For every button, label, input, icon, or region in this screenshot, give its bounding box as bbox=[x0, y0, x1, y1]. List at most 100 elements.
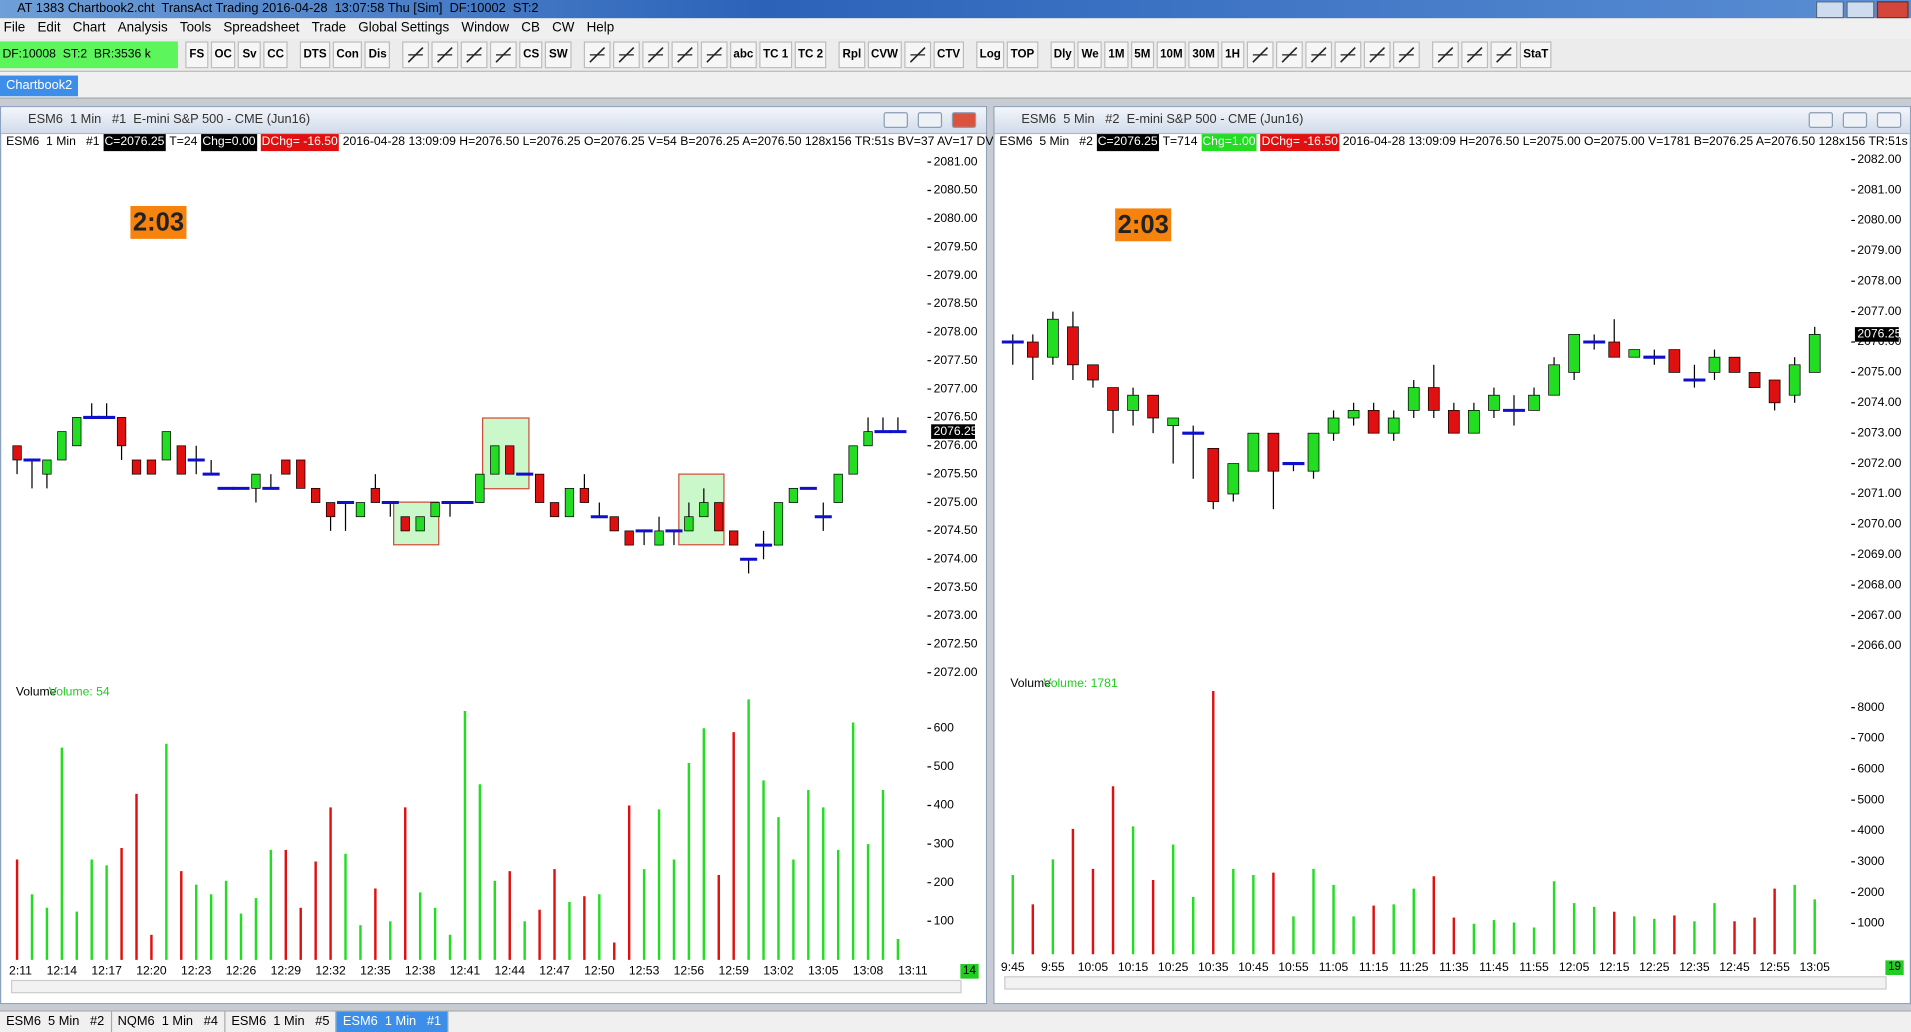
window-controls bbox=[1815, 1, 1909, 19]
menu-item[interactable]: Analysis bbox=[117, 20, 168, 36]
tool-button[interactable]: CTV bbox=[933, 41, 964, 69]
y-tick-label: 2072.00 bbox=[934, 665, 978, 679]
window-tab[interactable]: ESM6 1 Min #1 bbox=[336, 1011, 449, 1032]
change: Chg=0.00 bbox=[201, 134, 257, 152]
close-button[interactable] bbox=[1876, 1, 1909, 19]
close-button[interactable] bbox=[951, 112, 977, 128]
tool-icon[interactable] bbox=[1490, 41, 1518, 69]
y-tick-label: 2080.00 bbox=[1857, 213, 1901, 227]
tool-button[interactable]: 30M bbox=[1188, 41, 1219, 69]
menu-item[interactable]: Help bbox=[586, 20, 615, 36]
tool-icon[interactable] bbox=[671, 41, 699, 69]
tool-button[interactable]: Sv bbox=[237, 41, 262, 69]
chart-group: 2066.00 2067.00 2068.00 2069.00 2070.00 2071.… bbox=[1001, 152, 1902, 974]
tool-button[interactable]: 1H bbox=[1221, 41, 1245, 69]
x-tick-label: 12:29 bbox=[271, 964, 302, 978]
tool-icon[interactable] bbox=[1305, 41, 1332, 69]
restore-button[interactable] bbox=[1842, 112, 1868, 128]
tool-button[interactable]: DTS bbox=[299, 41, 331, 69]
minimize-button[interactable] bbox=[1815, 1, 1844, 19]
tool-icon[interactable] bbox=[1431, 41, 1459, 69]
menu-item[interactable]: Spreadsheet bbox=[223, 20, 300, 36]
tool-button[interactable]: CVW bbox=[867, 41, 902, 69]
tool-icon[interactable] bbox=[583, 41, 611, 69]
tool-button[interactable]: We bbox=[1077, 41, 1103, 69]
minimize-button[interactable] bbox=[883, 112, 908, 128]
tool-button[interactable]: abc bbox=[729, 41, 758, 69]
tool-icon[interactable] bbox=[904, 41, 931, 69]
maximize-button[interactable] bbox=[1846, 1, 1874, 19]
candle-body bbox=[699, 502, 709, 518]
candle-body bbox=[251, 473, 261, 489]
tool-button[interactable]: TC 1 bbox=[759, 41, 792, 69]
chart-window: ESM6 5 Min #2 E-mini S&P 500 - CME (Jun1… bbox=[993, 106, 1911, 1005]
close-button[interactable] bbox=[1876, 112, 1902, 128]
tool-icon[interactable] bbox=[1363, 41, 1391, 69]
y-tick-label: 2082.00 bbox=[1857, 152, 1901, 166]
menu-item[interactable]: Global Settings bbox=[358, 20, 450, 36]
tool-button[interactable]: 1M bbox=[1104, 41, 1129, 69]
x-tick-label: 9:45 bbox=[1001, 960, 1025, 974]
menu-item[interactable]: CW bbox=[552, 20, 575, 36]
volume-tick-label: 500 bbox=[934, 759, 955, 773]
x-tick-label: 12:11 bbox=[2, 964, 32, 978]
window-tab[interactable]: ESM6 1 Min #5 bbox=[225, 1011, 337, 1032]
tool-button[interactable]: SW bbox=[545, 41, 572, 69]
x-tick-label: 12:32 bbox=[315, 964, 346, 978]
menu-item[interactable]: Edit bbox=[37, 20, 61, 36]
tool-icon[interactable] bbox=[402, 41, 430, 69]
y-tick-label: 2080.00 bbox=[934, 211, 978, 225]
x-tick-label: 12:35 bbox=[1679, 960, 1710, 974]
scrollbar[interactable] bbox=[10, 979, 962, 994]
tool-button[interactable]: Rpl bbox=[838, 41, 865, 69]
tool-button[interactable]: FS bbox=[185, 41, 209, 69]
menu-item[interactable]: CB bbox=[521, 20, 540, 36]
tool-icon[interactable] bbox=[431, 41, 459, 69]
tool-button[interactable]: StaT bbox=[1519, 41, 1553, 69]
y-tick-label: 2073.50 bbox=[934, 580, 978, 594]
chartbook-tab[interactable]: Chartbook2 bbox=[0, 75, 79, 97]
menu-item[interactable]: File bbox=[3, 20, 26, 36]
tool-button[interactable]: TC 2 bbox=[794, 41, 827, 69]
minimize-button[interactable] bbox=[1808, 112, 1833, 128]
scrollbar[interactable] bbox=[1004, 976, 1887, 990]
tool-icon[interactable] bbox=[1461, 41, 1488, 69]
tool-icon[interactable] bbox=[490, 41, 518, 69]
last-price-box bbox=[1854, 327, 1899, 342]
y-tick-label: 2068.00 bbox=[1857, 577, 1901, 591]
tool-button[interactable]: Dly bbox=[1050, 41, 1076, 69]
tool-button[interactable]: Dis bbox=[364, 41, 391, 69]
x-tick-label: 13:05 bbox=[808, 964, 839, 978]
volume-tick-label: 300 bbox=[934, 836, 955, 850]
tool-button[interactable]: CS bbox=[519, 41, 543, 69]
tool-icon[interactable] bbox=[1334, 41, 1362, 69]
menu-item[interactable]: Chart bbox=[72, 20, 106, 36]
tool-button[interactable]: 10M bbox=[1156, 41, 1187, 69]
tool-button[interactable]: CC bbox=[263, 41, 288, 69]
tool-button[interactable]: OC bbox=[210, 41, 236, 69]
tool-button[interactable]: Con bbox=[332, 41, 363, 69]
icon bbox=[408, 46, 424, 63]
tool-icon[interactable] bbox=[460, 41, 488, 69]
window-tab[interactable]: ESM6 5 Min #2 bbox=[0, 1011, 112, 1032]
tool-button[interactable]: TOP bbox=[1006, 41, 1038, 69]
menu-item[interactable]: Tools bbox=[179, 20, 212, 36]
y-tick-label: 2074.00 bbox=[1857, 395, 1901, 409]
tool-icon[interactable] bbox=[1246, 41, 1274, 69]
tool-icon[interactable] bbox=[1392, 41, 1420, 69]
tool-button[interactable]: Log bbox=[975, 41, 1005, 69]
x-tick-label: 12:50 bbox=[584, 964, 615, 978]
x-tick-label: 13:05 bbox=[1799, 960, 1830, 974]
tool-icon[interactable] bbox=[700, 41, 728, 69]
y-tick-label: 2076.50 bbox=[934, 410, 978, 424]
menu-item[interactable]: Window bbox=[461, 20, 510, 36]
menu-item[interactable]: Trade bbox=[311, 20, 347, 36]
window-tab[interactable]: NQM6 1 Min #4 bbox=[112, 1011, 226, 1032]
y-tick-label: 2078.50 bbox=[934, 296, 978, 310]
tool-button[interactable]: 5M bbox=[1130, 41, 1155, 69]
tool-icon[interactable] bbox=[1275, 41, 1303, 69]
restore-button[interactable] bbox=[917, 112, 943, 128]
tool-icon[interactable] bbox=[641, 41, 669, 69]
tool-icon[interactable] bbox=[612, 41, 640, 69]
